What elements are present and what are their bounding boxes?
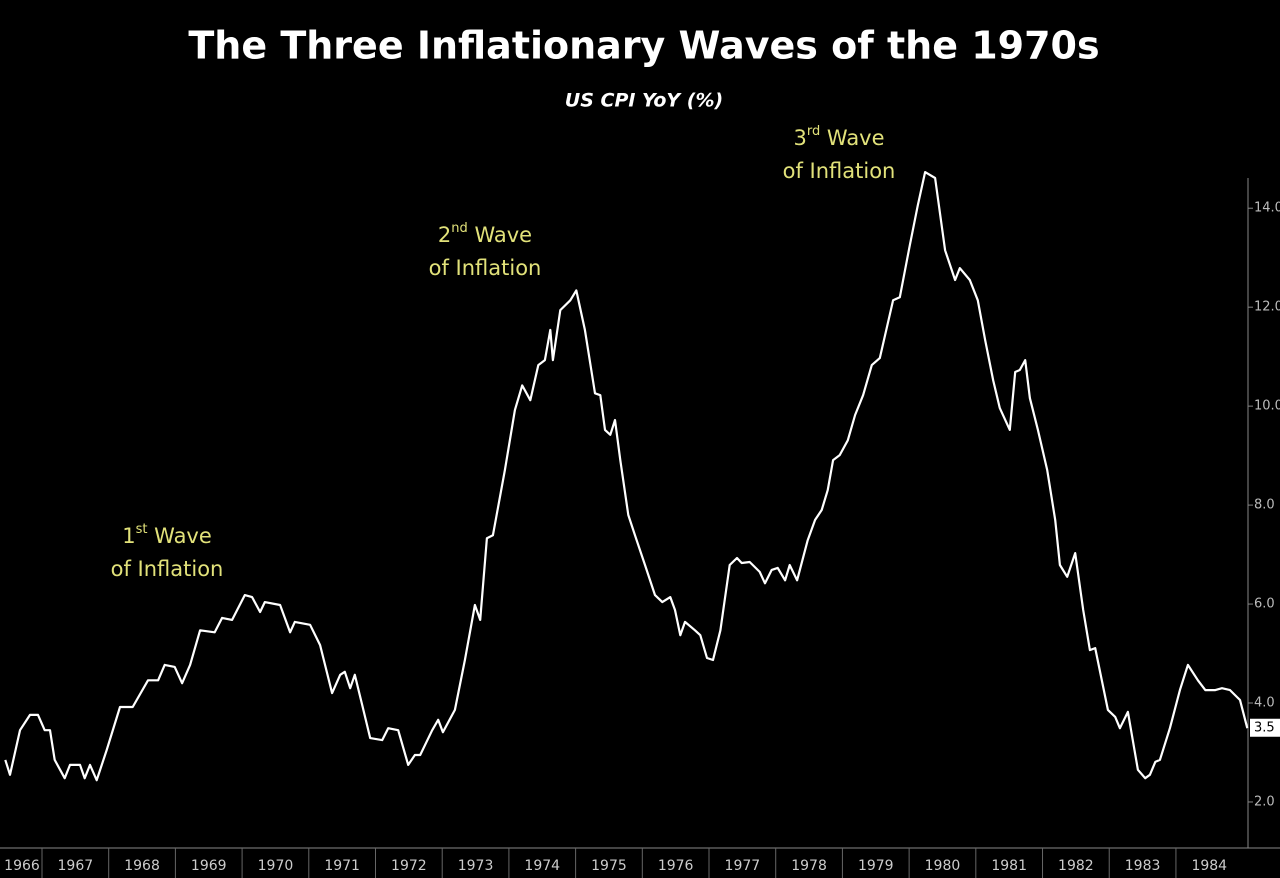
chart-title: The Three Inflationary Waves of the 1970… — [188, 24, 1099, 68]
y-tick-label: 8.0 — [1254, 498, 1275, 513]
annotation-line: of Inflation — [783, 159, 896, 183]
annotation-number: 3 — [793, 126, 806, 150]
annotation-line: 3rd Wave — [793, 124, 884, 151]
x-tick-label: 1971 — [324, 858, 360, 874]
x-tick-label: 1975 — [591, 858, 627, 874]
x-tick-label: 1966 — [4, 858, 40, 874]
x-tick-label: 1974 — [524, 858, 560, 874]
y-tick-label: 2.0 — [1254, 794, 1275, 809]
cpi-line — [4, 171, 1249, 782]
x-tick-label: 1970 — [258, 858, 294, 874]
x-tick-label: 1968 — [124, 858, 160, 874]
y-tick-label: 4.0 — [1254, 696, 1275, 711]
chart-subtitle: US CPI YoY (%) — [565, 90, 723, 112]
annotation-line: of Inflation — [111, 557, 224, 581]
annotation-rest: Wave — [468, 223, 532, 247]
x-tick-label: 1979 — [858, 858, 894, 874]
end-marker — [1250, 718, 1280, 737]
annotation-suffix: st — [136, 522, 148, 537]
y-tick-label: 10.0 — [1254, 399, 1280, 414]
annotation-number: 1 — [122, 524, 135, 548]
y-tick-label: 14.0 — [1254, 201, 1280, 216]
y-tick-label: 6.0 — [1254, 597, 1275, 612]
annotation-line: of Inflation — [429, 256, 542, 280]
x-tick-label: 1969 — [191, 858, 227, 874]
annotation-line: 2nd Wave — [438, 221, 532, 248]
y-tick-label: 12.0 — [1254, 300, 1280, 315]
x-tick-label: 1978 — [791, 858, 827, 874]
x-tick-label: 1967 — [58, 858, 94, 874]
x-tick-label: 1973 — [458, 858, 494, 874]
x-tick-label: 1980 — [925, 858, 961, 874]
x-tick-label: 1982 — [1058, 858, 1094, 874]
end-marker-label: 3.5 — [1254, 720, 1275, 735]
annotation-line: 1st Wave — [122, 522, 212, 549]
x-tick-label: 1984 — [1191, 858, 1227, 874]
x-tick-label: 1977 — [725, 858, 761, 874]
annotation-number: 2 — [438, 223, 451, 247]
x-tick-label: 1983 — [1125, 858, 1161, 874]
annotation-rest: Wave — [820, 126, 884, 150]
annotation-rest: Wave — [147, 524, 211, 548]
x-tick-label: 1976 — [658, 858, 694, 874]
x-tick-label: 1981 — [991, 858, 1027, 874]
annotation-suffix: rd — [807, 124, 820, 139]
annotation-suffix: nd — [451, 221, 468, 236]
x-tick-label: 1972 — [391, 858, 427, 874]
wave-annotation: 1st Wave of Inflation — [111, 522, 224, 582]
wave-annotation: 3rd Wave of Inflation — [783, 124, 896, 184]
wave-annotation: 2nd Wave of Inflation — [429, 221, 542, 281]
